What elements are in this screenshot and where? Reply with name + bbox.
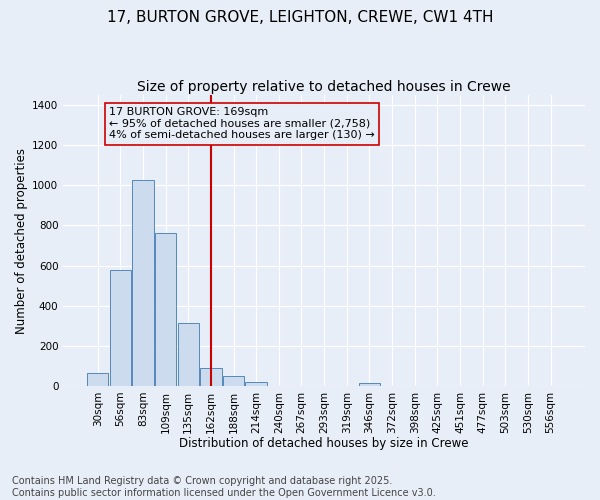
Bar <box>155 234 176 386</box>
Bar <box>110 270 131 386</box>
Bar <box>245 382 267 386</box>
Text: Contains HM Land Registry data © Crown copyright and database right 2025.
Contai: Contains HM Land Registry data © Crown c… <box>12 476 436 498</box>
Bar <box>359 383 380 386</box>
Text: 17, BURTON GROVE, LEIGHTON, CREWE, CW1 4TH: 17, BURTON GROVE, LEIGHTON, CREWE, CW1 4… <box>107 10 493 25</box>
Bar <box>223 376 244 386</box>
Bar <box>132 180 154 386</box>
Bar <box>178 322 199 386</box>
X-axis label: Distribution of detached houses by size in Crewe: Distribution of detached houses by size … <box>179 437 469 450</box>
Y-axis label: Number of detached properties: Number of detached properties <box>15 148 28 334</box>
Bar <box>87 373 109 386</box>
Text: 17 BURTON GROVE: 169sqm
← 95% of detached houses are smaller (2,758)
4% of semi-: 17 BURTON GROVE: 169sqm ← 95% of detache… <box>109 107 375 140</box>
Title: Size of property relative to detached houses in Crewe: Size of property relative to detached ho… <box>137 80 511 94</box>
Bar <box>200 368 221 386</box>
